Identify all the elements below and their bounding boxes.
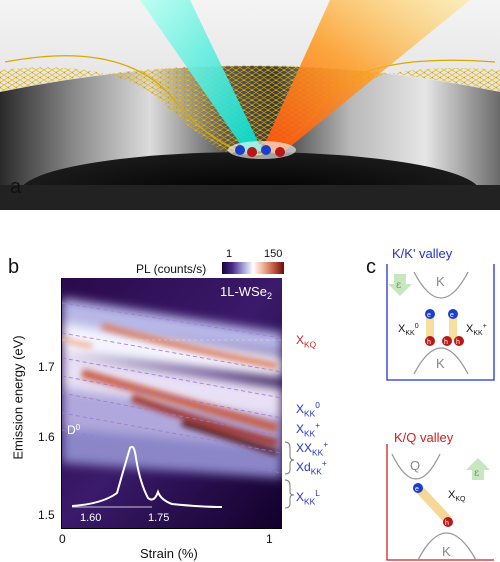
kk-hole-left: h	[427, 339, 431, 346]
sample-label: 1L-WSe2	[220, 284, 272, 301]
kq-hole: h	[445, 520, 449, 527]
x-axis	[61, 528, 282, 529]
colorbar-max: 150	[264, 248, 283, 260]
kq-strain-symbol: ε	[474, 468, 479, 479]
kk-label-left: XKK0	[398, 323, 419, 337]
kk-electron-left: e	[427, 312, 431, 319]
y-tick-1.7: 1.7	[38, 360, 55, 374]
kk-strain-symbol: ε	[396, 280, 401, 291]
kk-hole-right-1: h	[444, 339, 448, 346]
panel-c: c K/K' valley ε K K e h e h h XKK0 XKK+ …	[360, 240, 500, 562]
kk-electron-right: e	[450, 312, 454, 319]
panel-letter-b: b	[8, 256, 20, 278]
label-xkq: XKQ	[296, 333, 317, 350]
label-xkk-l: XKKL	[296, 488, 320, 507]
inset-tick-1: 1.60	[80, 512, 101, 524]
colorbar-label: PL (counts/s)	[136, 262, 207, 276]
kk-valley-top-label: K	[436, 274, 445, 289]
kk-hole-right-2: h	[456, 339, 460, 346]
y-tick-1.6: 1.6	[38, 430, 55, 444]
label-xkk-plus: XKK+	[296, 420, 321, 439]
colorbar	[222, 262, 284, 274]
panel-letter-a: a	[10, 176, 22, 198]
kq-label: XKQ	[448, 489, 466, 503]
kk-valley-diagram: ε K K e h e h h XKK0 XKK+	[386, 264, 495, 381]
panel-letter-c: c	[366, 256, 376, 278]
x-axis-label: Strain (%)	[140, 546, 198, 561]
kk-label-right: XKK+	[466, 323, 487, 337]
panel-a-illustration	[0, 0, 500, 232]
kk-valley-bottom-label: K	[436, 356, 445, 371]
kq-electron: e	[415, 486, 419, 493]
y-axis	[61, 278, 62, 529]
panel-b: b PL (counts/s) 1 150	[0, 240, 360, 562]
kq-valley-q-label: Q	[410, 458, 420, 473]
x-tick-0: 0	[59, 532, 66, 546]
kq-valley-k-label: K	[442, 544, 451, 559]
panel-a: a	[0, 0, 500, 232]
label-xxkk-plus: XXKK+	[296, 439, 329, 458]
inset-label-d0: D0	[67, 423, 81, 437]
y-tick-1.5: 1.5	[38, 508, 55, 522]
label-xdkk-plus: XdKK+	[296, 458, 327, 477]
label-braces	[284, 441, 295, 509]
inset-tick-2: 1.75	[148, 512, 169, 524]
kq-valley-diagram: ε Q K e h XKQ	[386, 444, 494, 561]
colorbar-min: 1	[226, 248, 233, 260]
heatmap-plot: D0 1.60 1.75 1L-WSe2	[62, 278, 282, 528]
kq-valley-title: K/Q valley	[394, 430, 454, 445]
x-tick-1: 1	[266, 532, 273, 546]
label-xkk0: XKK0	[296, 400, 320, 419]
kk-valley-title: K/K' valley	[392, 246, 453, 261]
y-axis-label: Emission energy (eV)	[10, 335, 26, 460]
